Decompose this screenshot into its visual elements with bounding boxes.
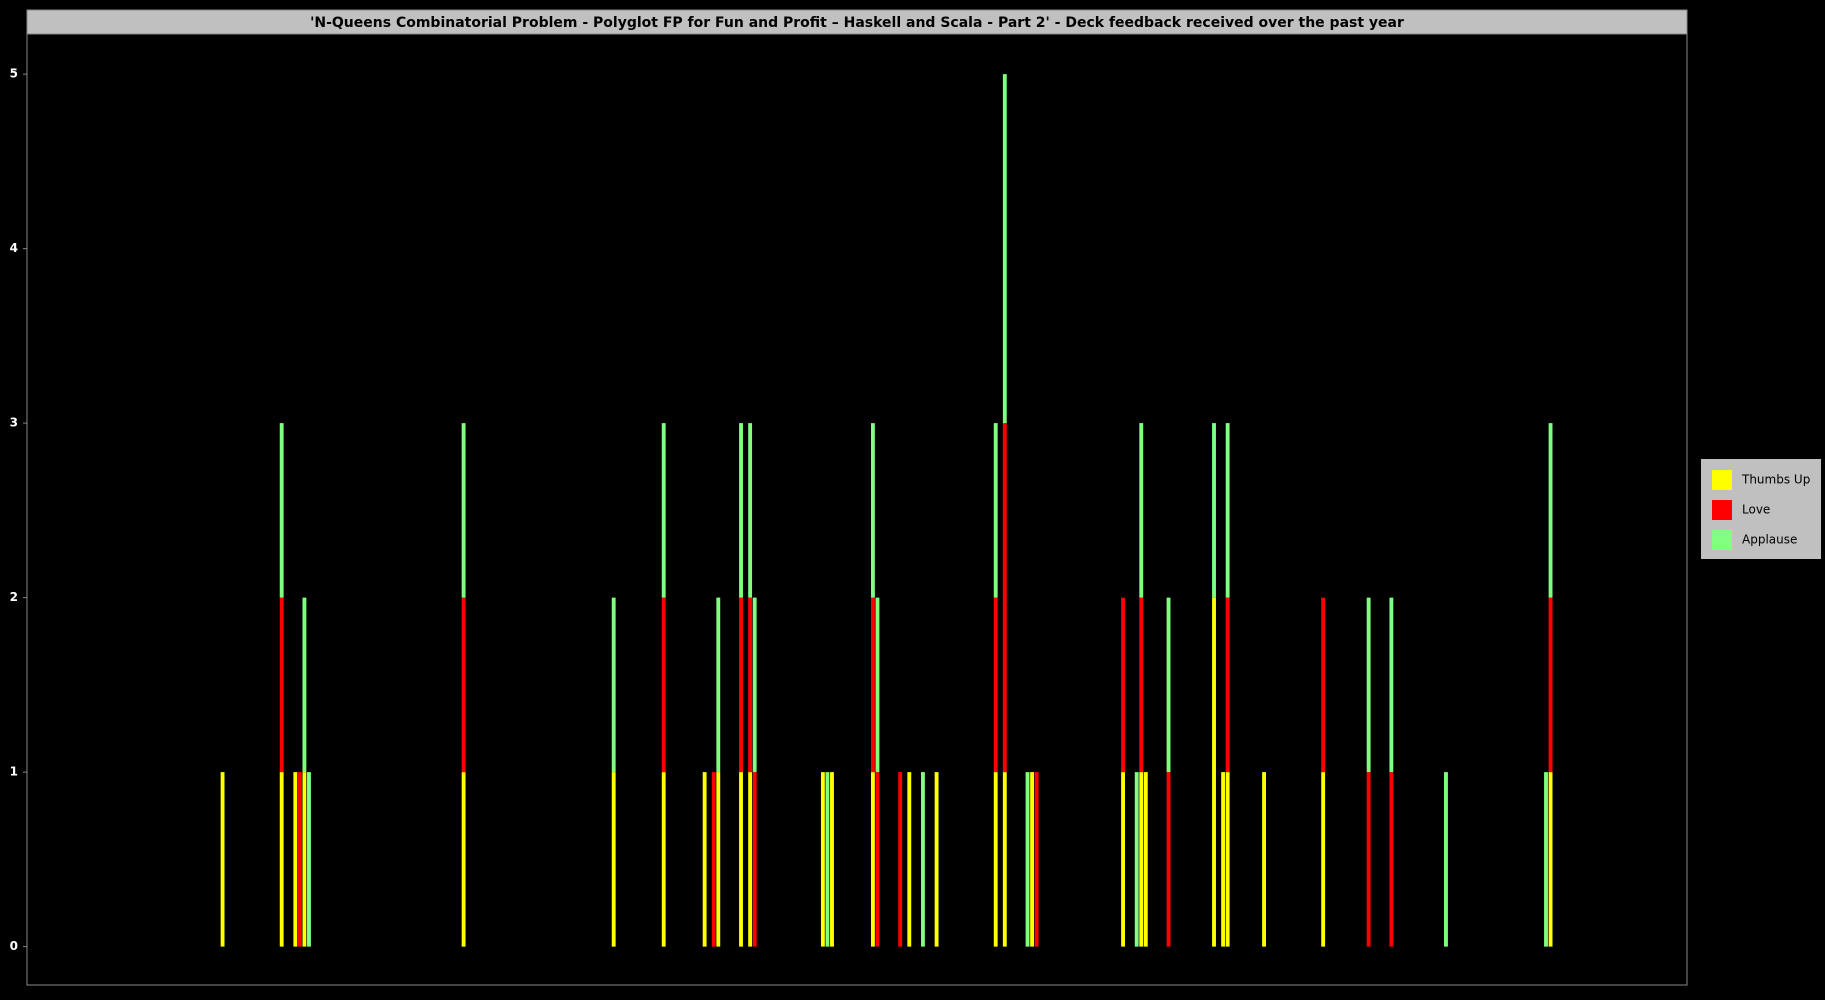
bar-segment (1225, 772, 1230, 947)
bar-segment (752, 597, 757, 773)
bar-segment (934, 772, 939, 947)
bar-segment (748, 423, 753, 598)
legend-label: Applause (1742, 533, 1797, 547)
title-bar (26, 9, 1688, 35)
y-tick-label: 4 (10, 241, 18, 255)
bar-segment (1548, 772, 1553, 947)
bar-segment (1321, 772, 1326, 947)
bar-segment (1548, 423, 1553, 598)
bar-segment (1225, 423, 1230, 598)
bar-segment (1548, 597, 1553, 773)
bar-segment (739, 597, 743, 773)
bar-segment (279, 423, 284, 598)
chart-title: 'N-Queens Combinatorial Problem - Polygl… (310, 15, 1404, 31)
bar-segment (875, 597, 880, 773)
bar-segment (1034, 772, 1039, 947)
bar-segment (820, 772, 825, 947)
bar-segment (716, 772, 721, 947)
legend-swatch (1712, 530, 1732, 550)
bar-segment (279, 772, 284, 947)
bar-segment (1121, 597, 1125, 773)
bar-segment (661, 423, 666, 598)
bar-segment (611, 597, 616, 773)
bar-segment (1002, 772, 1007, 947)
bar-segment (870, 423, 875, 598)
bar-segment (875, 772, 880, 947)
bar-segment (1221, 772, 1226, 947)
bar-segment (1134, 772, 1139, 947)
bar-segment (752, 772, 757, 947)
bar-segment (1143, 772, 1148, 947)
bar-segment (1212, 597, 1216, 947)
bar-segment (1139, 423, 1144, 598)
bar-segment (870, 597, 875, 773)
bar-segment (1444, 772, 1448, 947)
legend-swatch (1712, 500, 1732, 520)
bar-segment (293, 772, 298, 947)
y-tick-label: 5 (10, 67, 18, 81)
bar-segment (739, 423, 743, 598)
bar-segment (1212, 423, 1216, 598)
bar-segment (1002, 74, 1007, 424)
bar-segment (993, 423, 998, 598)
bar-segment (1389, 772, 1394, 947)
bar-segment (1030, 772, 1035, 947)
legend-label: Love (1742, 503, 1770, 517)
bar-segment (702, 772, 707, 947)
bar-segment (1544, 772, 1548, 947)
bar-segment (279, 597, 284, 773)
legend-swatch (1712, 470, 1732, 490)
bar-segment (1321, 597, 1326, 773)
bar-segment (1262, 772, 1266, 947)
bar-segment (661, 597, 666, 773)
bar-segment (716, 597, 721, 773)
bar-segment (830, 772, 834, 947)
bar-segment (739, 772, 743, 947)
bar-segment (220, 772, 225, 947)
y-tick-label: 1 (10, 765, 18, 779)
bar-segment (1139, 597, 1144, 773)
bar-segment (1166, 597, 1171, 773)
y-tick-label: 0 (10, 939, 18, 953)
y-tick-label: 3 (10, 416, 18, 430)
bar-segment (661, 772, 666, 947)
bar-segment (898, 772, 903, 947)
bar-segment (1025, 772, 1030, 947)
bar-segment (1225, 597, 1230, 773)
bar-segment (297, 772, 302, 947)
bar-segment (1139, 772, 1144, 947)
bar-segment (461, 772, 466, 947)
bar-segment (1121, 772, 1125, 947)
bar-segment (711, 772, 716, 947)
bar-segment (1366, 772, 1371, 947)
bar-segment (748, 772, 753, 947)
bar-segment (1002, 423, 1007, 773)
legend-label: Thumbs Up (1741, 473, 1810, 487)
bar-segment (870, 772, 875, 947)
bar-segment (748, 597, 753, 773)
bar-segment (993, 772, 998, 947)
bar-segment (1389, 597, 1394, 773)
bar-segment (302, 597, 307, 773)
bar-segment (302, 772, 307, 947)
bar-segment (1366, 597, 1371, 773)
bar-segment (921, 772, 925, 947)
bar-segment (1166, 772, 1171, 947)
y-tick-label: 2 (10, 590, 18, 604)
bar-segment (825, 772, 830, 947)
bar-segment (461, 423, 466, 598)
plot-frame (26, 9, 1688, 986)
bar-segment (907, 772, 912, 947)
bar-segment (461, 597, 466, 773)
bar-segment (307, 772, 311, 947)
bar-segment (993, 597, 998, 773)
bar-segment (611, 772, 616, 947)
